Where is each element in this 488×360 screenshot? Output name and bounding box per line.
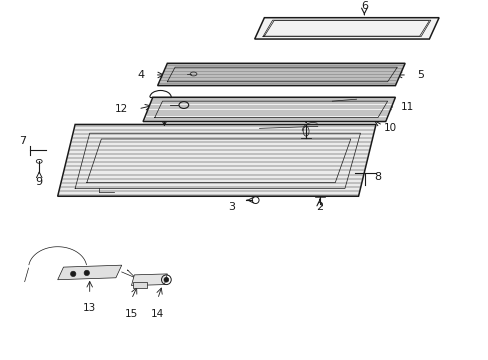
Text: 1: 1 <box>161 107 167 117</box>
Polygon shape <box>131 274 167 285</box>
Polygon shape <box>58 265 122 280</box>
Text: 12: 12 <box>115 104 128 114</box>
Text: 9: 9 <box>307 109 315 119</box>
Text: 2: 2 <box>316 202 323 212</box>
Text: 14: 14 <box>151 309 164 319</box>
Text: 9: 9 <box>36 177 43 187</box>
Text: 3: 3 <box>228 202 235 212</box>
Text: 13: 13 <box>83 303 96 313</box>
Polygon shape <box>133 282 147 288</box>
Text: 8: 8 <box>373 172 381 182</box>
Text: 11: 11 <box>401 102 414 112</box>
Text: 5: 5 <box>416 70 423 80</box>
Text: 4: 4 <box>138 70 145 80</box>
Polygon shape <box>58 125 375 196</box>
Text: 7: 7 <box>19 136 26 146</box>
Circle shape <box>70 271 76 276</box>
Polygon shape <box>157 63 404 86</box>
Text: 15: 15 <box>124 309 138 319</box>
Circle shape <box>84 270 89 276</box>
Text: 10: 10 <box>383 123 396 133</box>
Ellipse shape <box>163 277 168 282</box>
Polygon shape <box>143 97 395 122</box>
Text: 6: 6 <box>360 1 367 11</box>
Polygon shape <box>254 18 438 39</box>
